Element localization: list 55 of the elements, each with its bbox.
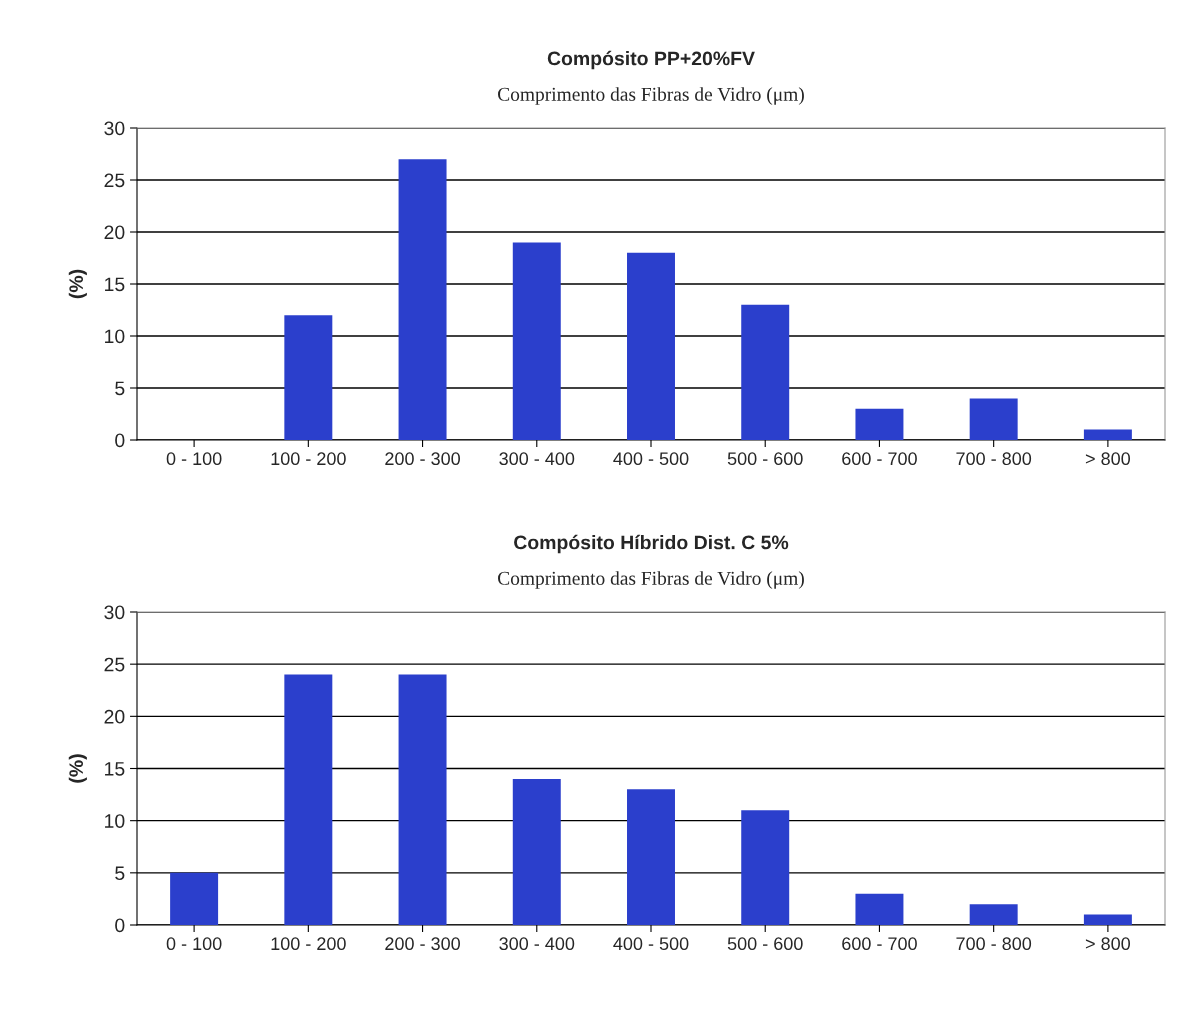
bar	[398, 674, 447, 925]
x-tick-label: > 800	[1085, 937, 1131, 951]
bar	[1083, 914, 1132, 925]
x-tick-label: 100 - 200	[271, 452, 346, 466]
y-tick-label: 25	[104, 173, 125, 188]
chart-title: Compósito Híbrido Dist. C 5%	[514, 534, 789, 554]
y-tick-label: 30	[104, 121, 125, 136]
y-axis-title: (%)	[68, 269, 87, 299]
bar	[741, 810, 790, 925]
bar	[170, 872, 219, 925]
x-tick-label: 200 - 300	[385, 937, 460, 951]
x-tick-label: 0 - 100	[166, 452, 222, 466]
y-tick-label: 15	[105, 277, 125, 292]
y-tick-label: 20	[104, 225, 125, 240]
bar	[1083, 429, 1132, 440]
bar	[855, 408, 904, 440]
bar	[969, 904, 1018, 925]
y-axis-title: (%)	[68, 754, 87, 783]
x-tick-label: 400 - 500	[613, 452, 689, 466]
bar	[284, 315, 333, 440]
x-tick-label: 200 - 300	[385, 452, 460, 466]
x-tick-label: 600 - 700	[842, 452, 917, 466]
bar	[398, 159, 447, 440]
x-tick-label: 500 - 600	[727, 452, 803, 466]
y-tick-label: 5	[115, 866, 125, 881]
bar	[284, 674, 333, 925]
chart-title: Compósito PP+20%FV	[547, 50, 755, 70]
bar	[512, 242, 561, 440]
y-tick-label: 5	[115, 381, 125, 396]
x-tick-label: 700 - 800	[956, 937, 1032, 951]
x-tick-label: 100 - 200	[271, 937, 346, 951]
chart-subtitle: Comprimento das Fibras de Vidro (μm)	[498, 571, 804, 589]
x-tick-label: 600 - 700	[842, 937, 917, 951]
bar	[741, 304, 790, 440]
x-tick-label: > 800	[1085, 452, 1131, 466]
x-tick-label: 400 - 500	[613, 937, 689, 951]
chart-subtitle: Comprimento das Fibras de Vidro (μm)	[498, 87, 804, 105]
y-tick-label: 0	[115, 433, 125, 448]
y-tick-label: 20	[104, 709, 125, 724]
bar	[627, 789, 675, 925]
y-tick-label: 10	[105, 814, 125, 828]
x-tick-label: 0 - 100	[166, 937, 222, 951]
bar	[512, 778, 561, 925]
y-tick-label: 10	[105, 329, 125, 344]
y-tick-label: 0	[115, 918, 125, 933]
x-tick-label: 500 - 600	[727, 937, 803, 951]
y-tick-label: 30	[104, 605, 125, 620]
x-tick-label: 300 - 400	[499, 937, 575, 951]
x-tick-label: 700 - 800	[956, 452, 1032, 466]
bar	[855, 893, 904, 925]
y-tick-label: 15	[105, 762, 125, 776]
y-tick-label: 25	[104, 657, 125, 672]
bar	[627, 252, 675, 440]
bar	[969, 398, 1018, 440]
x-tick-label: 300 - 400	[499, 452, 575, 466]
